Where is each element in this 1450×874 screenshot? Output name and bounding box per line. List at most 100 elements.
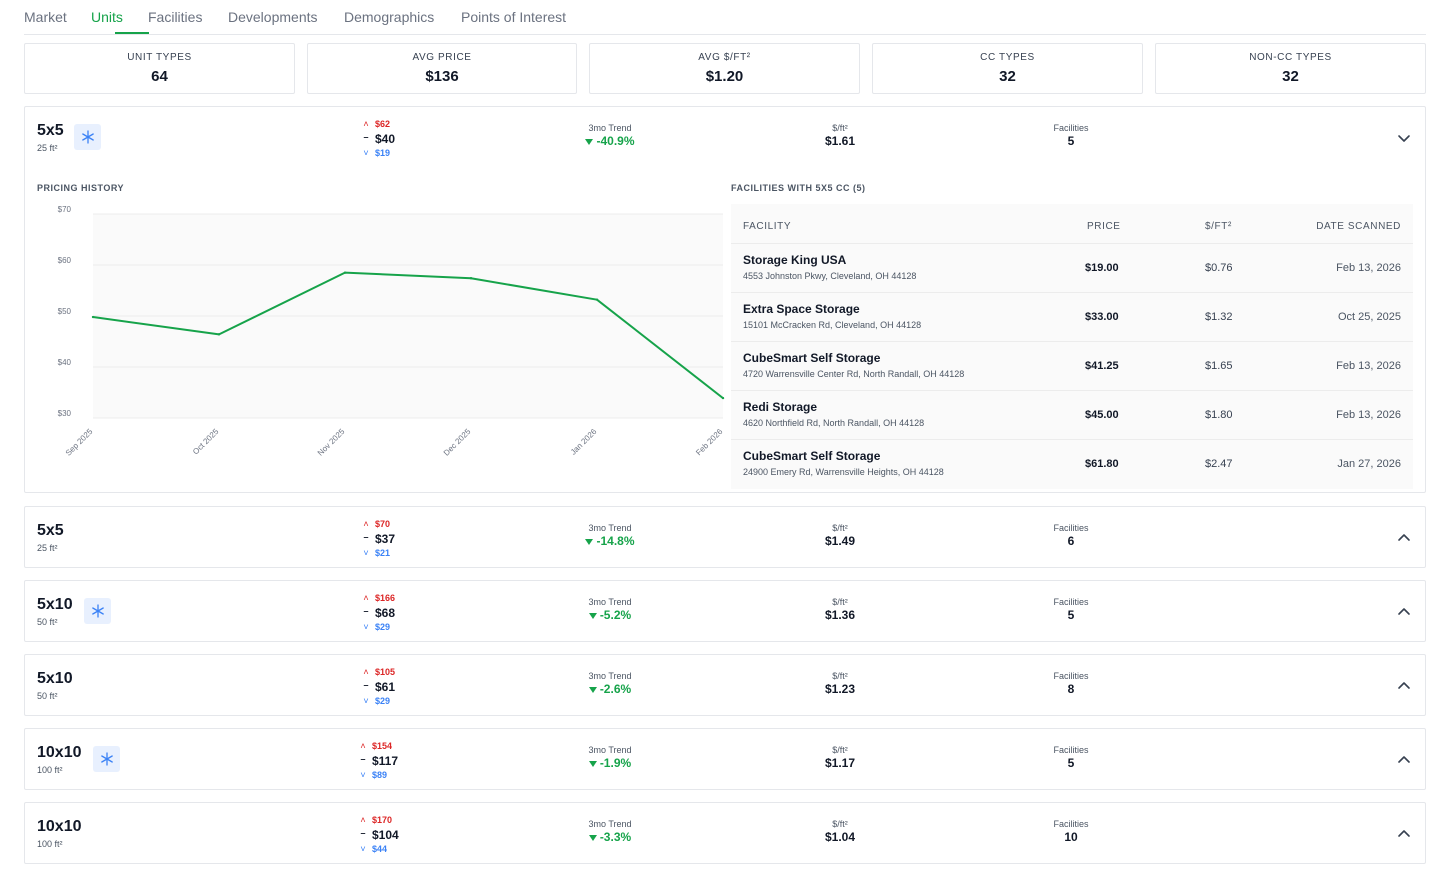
- trend-metric: 3mo Trend -1.9%: [580, 745, 640, 770]
- trend-value: -14.8%: [580, 534, 640, 548]
- psf-metric: $/ft² $1.17: [810, 745, 870, 770]
- facilities-metric: Facilities 6: [1041, 523, 1101, 548]
- header-facility[interactable]: FACILITY: [743, 221, 792, 232]
- table-row[interactable]: CubeSmart Self Storage 24900 Emery Rd, W…: [731, 440, 1413, 489]
- facilities-label: Facilities: [1053, 819, 1089, 829]
- chevron-up-icon[interactable]: [1397, 605, 1411, 619]
- facilities-value: 6: [1067, 534, 1075, 548]
- facility-date: Feb 13, 2026: [1336, 262, 1401, 274]
- unit-row-header[interactable]: 5x5 25 ft² ˄ $62 – $40 ˅ $19 3mo Trend -40.…: [25, 107, 1425, 168]
- stat-value: 32: [1282, 68, 1299, 85]
- caret-down-icon: ˅: [363, 548, 369, 558]
- stat-card-avg-psf: AVG $/FT² $1.20: [589, 43, 860, 94]
- caret-up-icon: ˄: [360, 815, 366, 825]
- chevron-up-icon[interactable]: [1397, 827, 1411, 841]
- data-point: [217, 333, 221, 336]
- facility-price: $61.80: [1085, 458, 1119, 470]
- tab-units[interactable]: Units: [91, 9, 123, 25]
- facility-name: CubeSmart Self Storage: [743, 449, 881, 463]
- facilities-table: FACILITY PRICE $/FT² DATE SCANNED Storag…: [731, 204, 1413, 489]
- unit-row-header[interactable]: 10x10 100 ft² ˄ $170 – $104 ˅ $44 3mo Trend…: [25, 803, 1425, 864]
- trend-label: 3mo Trend: [588, 819, 632, 829]
- stat-value: $136: [425, 68, 459, 85]
- tab-facilities[interactable]: Facilities: [148, 9, 203, 25]
- y-tick-label: $60: [58, 256, 72, 265]
- stat-card-unit-types: UNIT TYPES 64: [24, 43, 295, 94]
- caret-down-icon: ˅: [360, 844, 366, 854]
- caret-up-icon: ˄: [363, 519, 369, 529]
- pricing-history-title: PRICING HISTORY: [37, 183, 125, 193]
- unit-size: 5x5: [37, 522, 64, 539]
- facility-name: Redi Storage: [743, 400, 818, 414]
- facility-psf: $2.47: [1205, 458, 1233, 470]
- table-row[interactable]: Redi Storage 4620 Northfield Rd, North R…: [731, 391, 1413, 440]
- dash-icon: –: [363, 132, 369, 142]
- dash-icon: –: [363, 606, 369, 616]
- psf-label: $/ft²: [832, 819, 848, 829]
- header-psf[interactable]: $/FT²: [1205, 221, 1232, 232]
- table-row[interactable]: Storage King USA 4553 Johnston Pkwy, Cle…: [731, 244, 1413, 293]
- price-avg: $61: [375, 680, 396, 694]
- trend-down-icon: [588, 761, 597, 767]
- unit-row-header[interactable]: 5x10 50 ft² ˄ $166 – $68 ˅ $29 3mo Trend -5…: [25, 581, 1425, 642]
- chevron-up-icon[interactable]: [1397, 679, 1411, 693]
- price-low: $29: [375, 622, 391, 632]
- tab-points-of-interest[interactable]: Points of Interest: [461, 9, 567, 25]
- chevron-up-icon[interactable]: [1397, 753, 1411, 767]
- caret-down-icon: ˅: [360, 770, 366, 780]
- price-low: $29: [375, 696, 391, 706]
- tab-market[interactable]: Market: [24, 9, 67, 25]
- facility-date: Oct 25, 2025: [1338, 311, 1401, 323]
- stat-card-avg-price: AVG PRICE $136: [307, 43, 577, 94]
- trend-metric: 3mo Trend -2.6%: [580, 671, 640, 696]
- facility-name: CubeSmart Self Storage: [743, 351, 881, 365]
- psf-label: $/ft²: [832, 671, 848, 681]
- unit-row-10x10-cc: 10x10 100 ft² ˄ $154 – $117 ˅ $89 3mo Trend…: [24, 728, 1426, 790]
- caret-down-icon: ˅: [363, 696, 369, 706]
- chevron-up-icon[interactable]: [1397, 531, 1411, 545]
- pricing-history-chart: $70 $60 $50 $40 $30 Sep 2025 Oct 2025 Nov 2025 D…: [37, 204, 733, 464]
- table-row[interactable]: CubeSmart Self Storage 4720 Warrensville…: [731, 342, 1413, 391]
- active-tab-indicator: [115, 32, 149, 34]
- facilities-value: 5: [1067, 756, 1075, 770]
- unit-row-header[interactable]: 5x10 50 ft² ˄ $105 – $61 ˅ $29 3mo Trend -2…: [25, 655, 1425, 716]
- dash-icon: –: [360, 754, 366, 764]
- trend-label: 3mo Trend: [588, 745, 632, 755]
- unit-row-5x10: 5x10 50 ft² ˄ $105 – $61 ˅ $29 3mo Trend -2…: [24, 654, 1426, 716]
- facilities-label: Facilities: [1053, 123, 1089, 133]
- climate-controlled-snowflake-icon: [74, 124, 101, 150]
- header-date-scanned[interactable]: DATE SCANNED: [1316, 221, 1401, 232]
- stat-label: UNIT TYPES: [127, 52, 192, 63]
- facility-price: $33.00: [1085, 311, 1119, 323]
- x-tick-label: Sep 2025: [64, 427, 95, 458]
- facility-address: 15101 McCracken Rd, Cleveland, OH 44128: [743, 320, 922, 330]
- caret-up-icon: ˄: [363, 667, 369, 677]
- unit-row-header[interactable]: 10x10 100 ft² ˄ $154 – $117 ˅ $89 3mo Trend…: [25, 729, 1425, 790]
- facility-date: Feb 13, 2026: [1336, 409, 1401, 421]
- table-row[interactable]: Extra Space Storage 15101 McCracken Rd, …: [731, 293, 1413, 342]
- caret-down-icon: ˅: [363, 622, 369, 632]
- psf-label: $/ft²: [832, 523, 848, 533]
- chevron-down-icon[interactable]: [1397, 131, 1411, 145]
- unit-area: 25 ft²: [37, 543, 58, 553]
- facilities-metric: Facilities 5: [1041, 745, 1101, 770]
- stat-label: AVG PRICE: [412, 52, 472, 63]
- facility-price: $41.25: [1085, 360, 1119, 372]
- unit-size: 10x10: [37, 818, 82, 835]
- facility-name: Extra Space Storage: [743, 302, 860, 316]
- header-price[interactable]: PRICE: [1087, 221, 1121, 232]
- stat-label: CC TYPES: [980, 52, 1035, 63]
- price-low: $19: [375, 148, 391, 158]
- trend-down-icon: [588, 687, 597, 693]
- tab-developments[interactable]: Developments: [228, 9, 318, 25]
- unit-row-header[interactable]: 5x5 25 ft² ˄ $70 – $37 ˅ $21 3mo Trend -14.…: [25, 507, 1425, 568]
- unit-detail-panel: PRICING HISTORY FACILITIES WITH 5X5 CC (…: [25, 168, 1425, 492]
- psf-value: $1.49: [824, 534, 856, 548]
- facility-date: Feb 13, 2026: [1336, 360, 1401, 372]
- x-tick-label: Oct 2025: [191, 427, 221, 457]
- facilities-label: Facilities: [1053, 597, 1089, 607]
- tab-demographics[interactable]: Demographics: [344, 9, 435, 25]
- unit-size: 10x10: [37, 744, 82, 761]
- facility-address: 4720 Warrensville Center Rd, North Randa…: [743, 369, 965, 379]
- y-tick-label: $70: [58, 205, 72, 214]
